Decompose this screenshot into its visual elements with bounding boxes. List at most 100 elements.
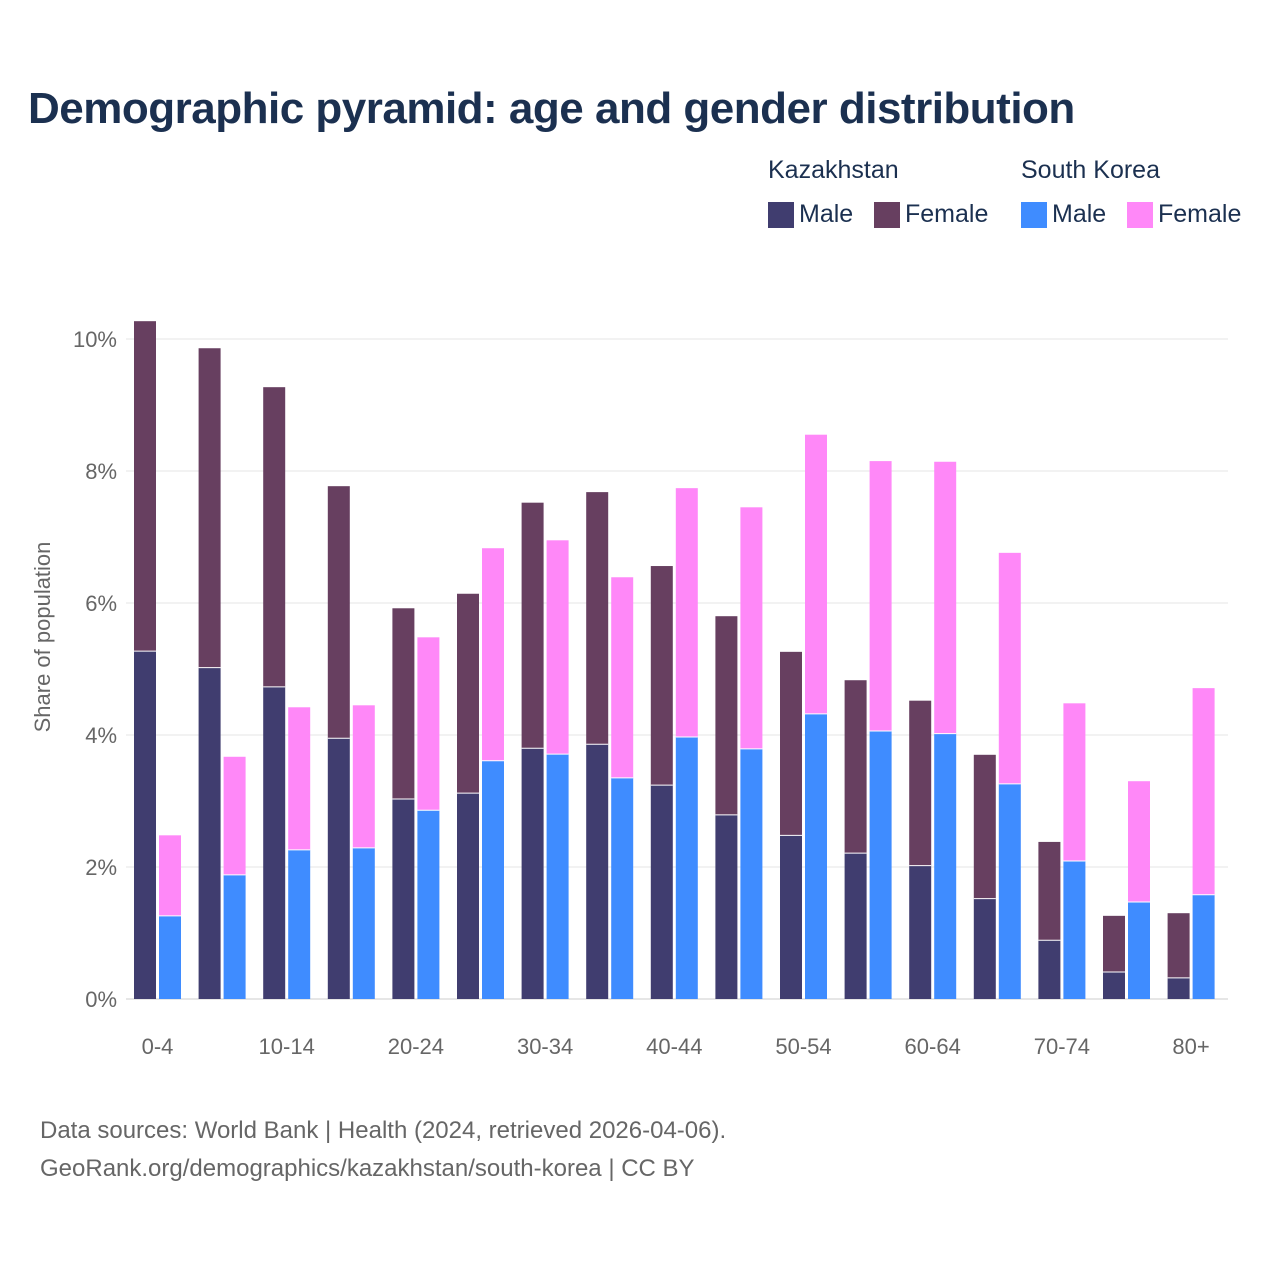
- legend-group-kazakhstan: Kazakhstan: [768, 156, 899, 184]
- bar-kazakhstan-female: [392, 608, 415, 800]
- bar-south-korea-male: [805, 713, 827, 999]
- footer-source: Data sources: World Bank | Health (2024,…: [40, 1117, 727, 1144]
- legend-label: Female: [1158, 200, 1242, 228]
- bar-kazakhstan-male: [1103, 971, 1125, 999]
- bar-kazakhstan-male: [780, 835, 802, 999]
- bar-kazakhstan-female: [650, 566, 673, 786]
- bar-south-korea-female: [675, 488, 698, 737]
- y-tick-label: 2%: [85, 855, 117, 880]
- legend-item-kazakhstan-female[interactable]: Female: [874, 200, 988, 229]
- bar-south-korea-female: [417, 637, 440, 811]
- bar-south-korea-female: [482, 548, 504, 761]
- bar-south-korea-female: [805, 434, 827, 714]
- bar-south-korea-female: [352, 705, 375, 848]
- chart-title: Demographic pyramid: age and gender dist…: [28, 84, 1075, 133]
- bar-kazakhstan-female: [198, 348, 221, 668]
- bar-kazakhstan-female: [715, 616, 738, 815]
- legend-label: Male: [1052, 200, 1107, 228]
- bar-south-korea-female: [223, 756, 246, 875]
- legend-swatch: [1021, 201, 1047, 228]
- bar-south-korea-male: [675, 736, 698, 999]
- legend-group-south-korea: South Korea: [1021, 156, 1160, 184]
- bar-south-korea-male: [998, 783, 1021, 999]
- y-tick-label: 8%: [85, 459, 117, 484]
- y-tick-label: 6%: [85, 591, 117, 616]
- bar-kazakhstan-female: [457, 593, 479, 794]
- legend-item-kazakhstan-male[interactable]: Male: [768, 200, 853, 229]
- bar-kazakhstan-male: [457, 793, 479, 999]
- bar-south-korea-female: [934, 461, 957, 734]
- legend-item-south-korea-male[interactable]: Male: [1021, 200, 1106, 229]
- y-tick-label: 4%: [85, 723, 117, 748]
- legend-swatch: [1127, 201, 1153, 228]
- y-tick-label: 10%: [73, 327, 117, 352]
- bar-south-korea-male: [934, 733, 957, 999]
- bar-kazakhstan-male: [586, 744, 609, 999]
- bar-kazakhstan-female: [327, 486, 350, 739]
- bar-kazakhstan-male: [263, 686, 286, 999]
- bar-south-korea-female: [1128, 781, 1150, 902]
- bar-south-korea-female: [611, 577, 634, 778]
- bar-south-korea-male: [352, 847, 375, 999]
- bar-kazakhstan-male: [521, 748, 544, 999]
- bar-kazakhstan-female: [1038, 841, 1061, 941]
- legend-item-south-korea-female[interactable]: Female: [1127, 200, 1241, 229]
- bar-south-korea-male: [417, 810, 440, 999]
- x-tick-label: 70-74: [1034, 1034, 1090, 1059]
- bar-south-korea-female: [869, 461, 892, 732]
- legend-label: Male: [799, 200, 854, 228]
- bar-south-korea-female: [998, 552, 1021, 784]
- bar-kazakhstan-male: [844, 853, 867, 999]
- x-tick-label: 30-34: [517, 1034, 573, 1059]
- bar-south-korea-female: [546, 540, 569, 755]
- bar-south-korea-male: [1128, 901, 1150, 999]
- bar-south-korea-male: [546, 754, 569, 999]
- x-tick-label: 60-64: [905, 1034, 961, 1059]
- bar-south-korea-male: [740, 748, 763, 999]
- bar-south-korea-male: [1192, 894, 1215, 999]
- x-tick-label: 80+: [1172, 1034, 1209, 1059]
- x-tick-label: 40-44: [646, 1034, 702, 1059]
- legend: Kazakhstan Male Female South Korea Male …: [768, 156, 1248, 236]
- bar-kazakhstan-female: [844, 680, 867, 854]
- bar-kazakhstan-male: [1167, 977, 1190, 999]
- bar-south-korea-female: [1192, 688, 1215, 895]
- bar-south-korea-male: [223, 874, 246, 999]
- bar-south-korea-male: [159, 915, 181, 999]
- legend-swatch: [874, 201, 900, 228]
- legend-swatch: [768, 201, 794, 228]
- bar-south-korea-male: [1063, 861, 1086, 999]
- bar-south-korea-male: [482, 760, 504, 999]
- y-tick-label: 0%: [85, 987, 117, 1012]
- legend-label: Female: [905, 200, 989, 228]
- bar-kazakhstan-female: [1103, 915, 1125, 972]
- bar-south-korea-female: [288, 707, 311, 850]
- bar-south-korea-male: [288, 849, 311, 999]
- bar-kazakhstan-male: [909, 865, 932, 999]
- bar-south-korea-female: [1063, 703, 1086, 862]
- bar-south-korea-female: [159, 835, 181, 916]
- bar-kazakhstan-female: [586, 492, 609, 745]
- bar-kazakhstan-female: [521, 502, 544, 749]
- y-axis-label: Share of population: [30, 542, 55, 733]
- bar-south-korea-male: [611, 777, 634, 999]
- bar-kazakhstan-male: [392, 799, 415, 999]
- bar-kazakhstan-male: [134, 651, 156, 999]
- bar-south-korea-male: [869, 731, 892, 999]
- bar-south-korea-female: [740, 507, 763, 749]
- bar-kazakhstan-male: [715, 814, 738, 999]
- bar-kazakhstan-female: [909, 700, 932, 866]
- bar-kazakhstan-male: [1038, 940, 1061, 999]
- x-tick-label: 20-24: [388, 1034, 444, 1059]
- bar-kazakhstan-male: [327, 738, 350, 999]
- bar-kazakhstan-female: [263, 387, 286, 687]
- bar-kazakhstan-female: [1167, 913, 1190, 978]
- footer-credit: GeoRank.org/demographics/kazakhstan/sout…: [40, 1155, 695, 1182]
- x-tick-label: 10-14: [259, 1034, 315, 1059]
- bar-kazakhstan-female: [973, 754, 996, 899]
- bar-kazakhstan-female: [134, 321, 156, 652]
- bar-kazakhstan-male: [973, 898, 996, 999]
- bar-kazakhstan-male: [198, 667, 221, 999]
- x-tick-label: 50-54: [775, 1034, 831, 1059]
